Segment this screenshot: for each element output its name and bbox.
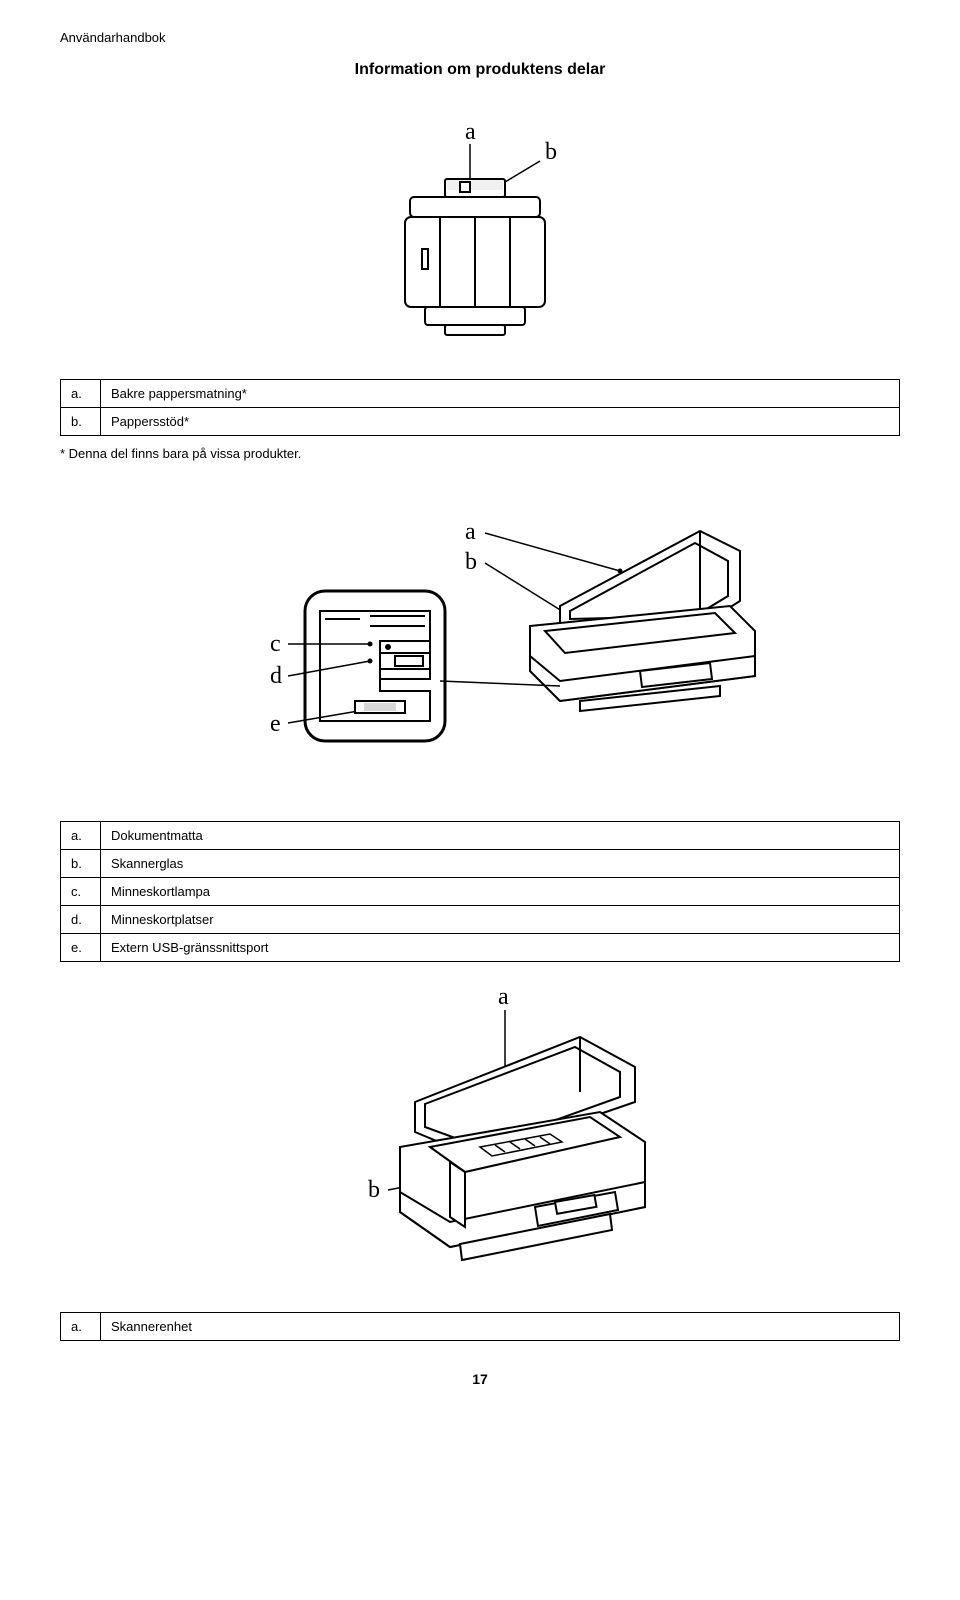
cell-desc: Minneskortplatser [101, 906, 900, 934]
table-row: b. Pappersstöd* [61, 408, 900, 436]
cell-desc: Dokumentmatta [101, 822, 900, 850]
table-row: a.Dokumentmatta [61, 822, 900, 850]
page-number: 17 [60, 1371, 900, 1387]
table-row: b.Skannerglas [61, 850, 900, 878]
parts-table-1: a. Bakre pappersmatning* b. Pappersstöd* [60, 379, 900, 436]
doc-header: Användarhandbok [60, 30, 900, 45]
label-b: b [545, 139, 557, 165]
cell-letter: a. [61, 1313, 101, 1341]
table-row: a. Bakre pappersmatning* [61, 380, 900, 408]
table-row: d.Minneskortplatser [61, 906, 900, 934]
label-c: c [270, 631, 281, 657]
cell-letter: a. [61, 822, 101, 850]
cell-desc: Extern USB-gränssnittsport [101, 934, 900, 962]
parts-table-3: a.Skannerenhet [60, 1312, 900, 1341]
section-title: Information om produktens delar [60, 61, 900, 79]
label-b: b [368, 1177, 380, 1203]
label-b: b [465, 549, 477, 575]
cell-desc: Minneskortlampa [101, 878, 900, 906]
cell-letter: a. [61, 380, 101, 408]
cell-letter: b. [61, 850, 101, 878]
table-row: e.Extern USB-gränssnittsport [61, 934, 900, 962]
label-d: d [270, 663, 282, 689]
footnote: * Denna del finns bara på vissa produkte… [60, 446, 900, 461]
cell-letter: d. [61, 906, 101, 934]
table-row: c.Minneskortlampa [61, 878, 900, 906]
table-row: a.Skannerenhet [61, 1313, 900, 1341]
cell-letter: b. [61, 408, 101, 436]
diagram-3: a b [60, 982, 900, 1282]
label-a: a [465, 119, 476, 145]
label-e: e [270, 711, 281, 737]
cell-letter: c. [61, 878, 101, 906]
cell-desc: Skannerglas [101, 850, 900, 878]
cell-desc: Skannerenhet [101, 1313, 900, 1341]
label-a: a [498, 984, 509, 1010]
parts-table-2: a.Dokumentmatta b.Skannerglas c.Minnesko… [60, 821, 900, 962]
diagram-2: a b c d e [60, 491, 900, 791]
cell-desc: Pappersstöd* [101, 408, 900, 436]
label-a: a [465, 519, 476, 545]
cell-letter: e. [61, 934, 101, 962]
diagram-1: a b [60, 119, 900, 349]
cell-desc: Bakre pappersmatning* [101, 380, 900, 408]
